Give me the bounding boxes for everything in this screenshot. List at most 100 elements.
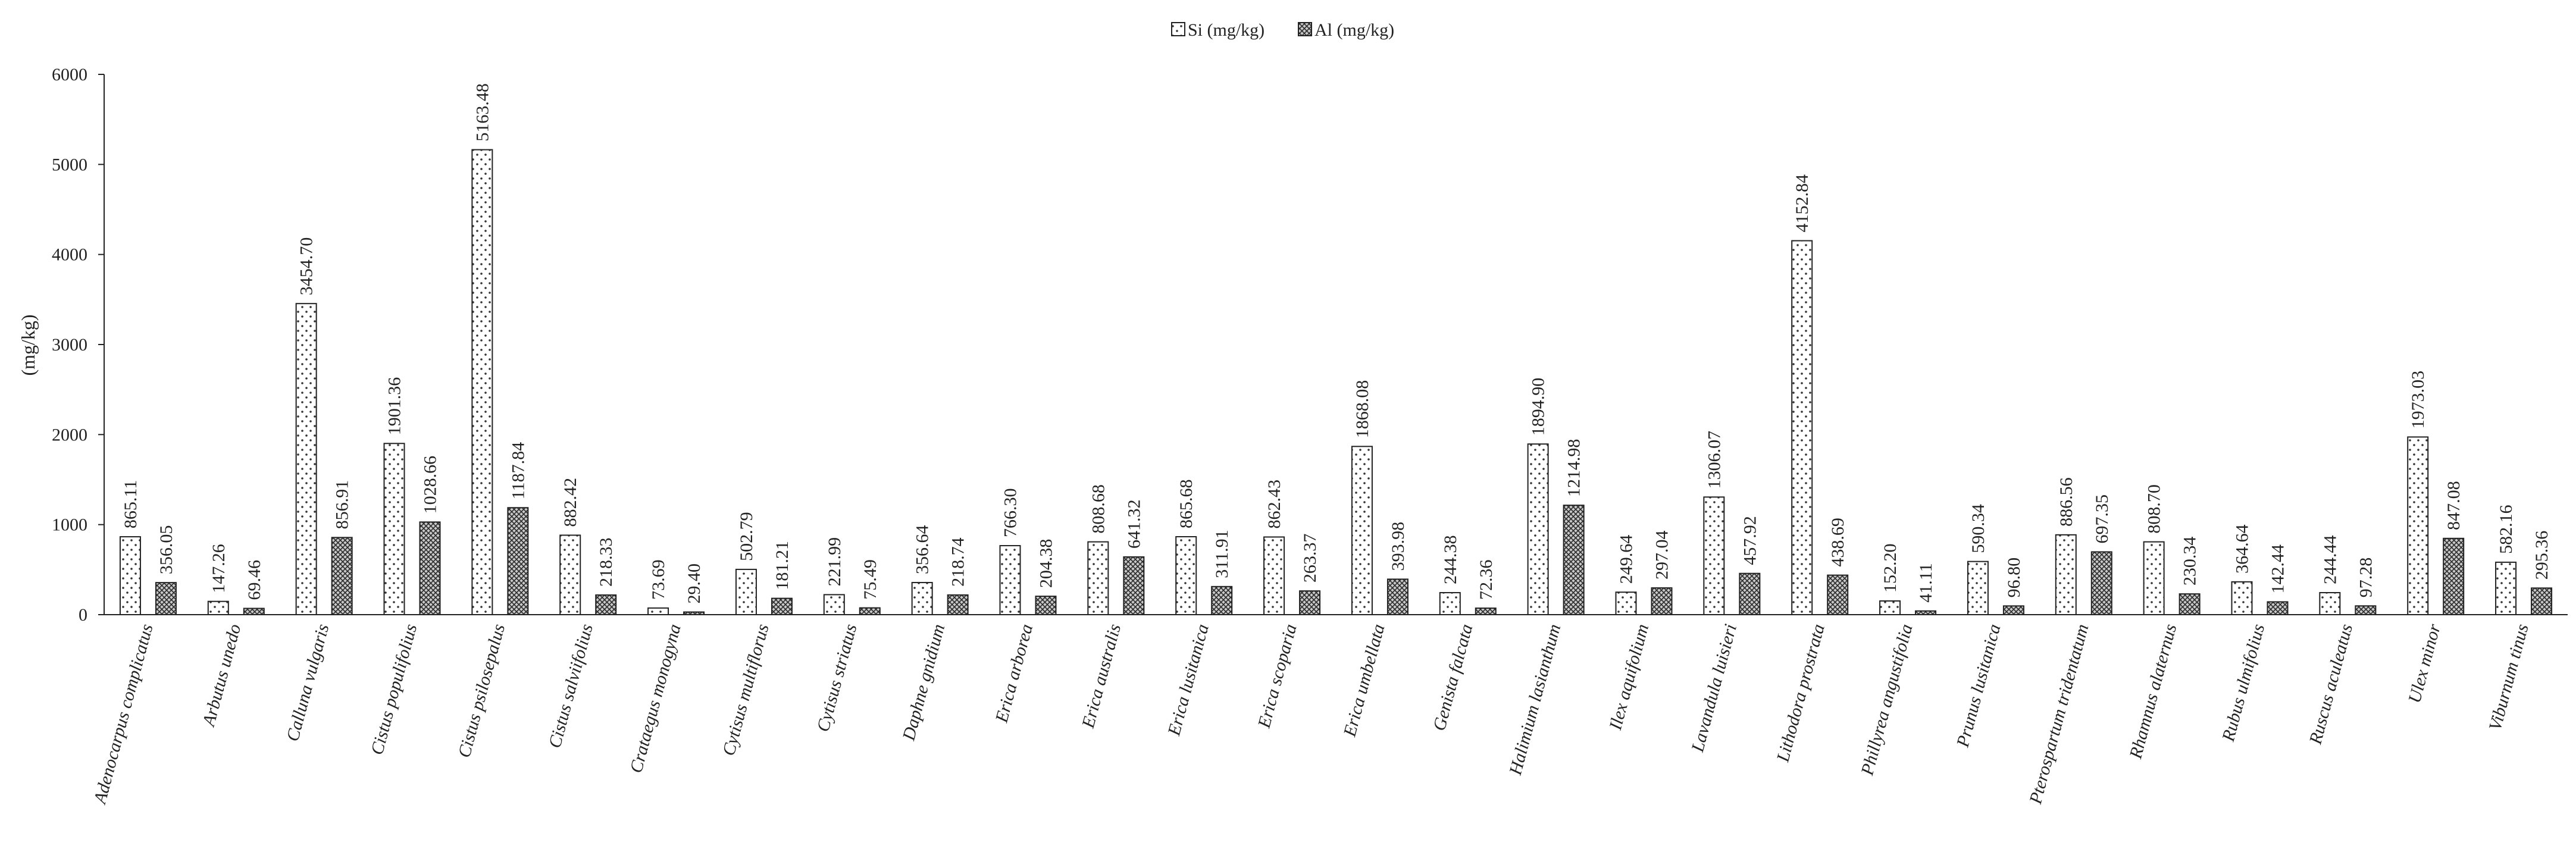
data-label-al: 263.37 [1300,534,1320,583]
x-tick-label: Erica umbellata [1339,622,1388,739]
data-label-si: 1868.08 [1353,380,1372,439]
data-label-al: 847.08 [2444,481,2464,530]
data-label-si: 3454.70 [297,237,317,296]
data-label-si: 152.20 [1880,543,1900,593]
bar-si [119,536,141,615]
bar-al [155,582,177,615]
bar-al [1123,556,1145,615]
x-tick-label: Adenocarpus complicatus [90,622,157,807]
bar-si [2231,581,2253,615]
data-label-al: 29.40 [684,563,704,604]
bar-al [1739,572,1761,615]
data-label-si: 1901.36 [385,377,405,436]
data-label-si: 221.99 [825,537,844,587]
data-label-al: 297.04 [1652,531,1672,580]
bar-al [1386,578,1408,615]
data-label-al: 438.69 [1828,518,1848,567]
y-tick-label: 4000 [52,245,87,265]
bar-si [1967,561,1989,615]
x-tick-label: Erica scoparia [1254,622,1301,731]
data-label-al: 311.91 [1212,530,1232,578]
data-label-al: 75.49 [860,559,880,600]
bar-si [735,568,757,616]
data-label-si: 1894.90 [1529,378,1548,436]
legend-swatch-si [1171,22,1185,36]
data-label-si: 73.69 [649,559,668,600]
bar-si [2319,592,2341,615]
x-tick-label: Phillyrea angustifolia [1857,622,1917,778]
y-axis-title: (mg/kg) [17,314,39,375]
data-label-si: 865.68 [1176,479,1196,528]
legend: Si (mg/kg) Al (mg/kg) [1171,20,1394,40]
y-tick-label: 5000 [52,155,87,174]
data-label-al: 295.36 [2532,531,2552,580]
data-label-al: 1028.66 [421,456,440,514]
bar-al [1563,505,1585,616]
y-tick-label: 1000 [52,515,87,535]
x-tick-label: Rhamnus alaternus [2126,622,2180,761]
x-tick-label: Lithodora prostrata [1773,622,1829,765]
data-label-si: 882.42 [561,478,580,527]
bar-al [771,597,793,616]
data-labels: 865.11 356.05 147.26 69.46 3454.70 856.91 1901… [121,83,2552,603]
data-label-si: 808.68 [1088,484,1108,534]
data-label-si: 147.26 [209,544,229,593]
data-label-si: 4152.84 [1792,174,1812,233]
bar-al [2355,605,2377,616]
bar-si [823,594,845,616]
y-axis: 0 1000 2000 3000 4000 5000 6000 [52,65,104,625]
data-label-al: 356.05 [156,525,176,575]
bar-si [383,443,405,615]
data-label-al: 97.28 [2356,558,2375,598]
bar-si [1527,443,1549,615]
x-tick-label: Pterospartum tridentatum [2026,622,2093,806]
x-tick-label: Arbutus unedo [199,622,245,729]
bar-al [2267,601,2289,616]
data-label-si: 582.16 [2496,505,2516,554]
x-tick-label: Cistus salviifolius [545,622,597,750]
x-tick-label: Halimium lasianthum [1505,622,1565,777]
bar-al [1211,586,1233,615]
data-label-al: 641.32 [1124,499,1144,549]
legend-item-al: Al (mg/kg) [1298,20,1394,40]
data-label-al: 69.46 [245,560,264,600]
bar-si [559,534,581,616]
legend-label-al: Al (mg/kg) [1314,20,1394,40]
x-tick-label: Ilex aquifolium [1605,622,1652,732]
bar-al [2002,605,2024,616]
data-label-si: 244.44 [2320,536,2340,585]
data-label-al: 204.38 [1037,539,1056,588]
data-label-si: 590.34 [1968,504,1988,553]
bar-si [1351,446,1373,615]
bar-al [859,607,881,616]
bar-si [1703,496,1725,616]
bar-si [2495,561,2517,615]
x-tick-label: Ulex minor [2405,622,2444,705]
x-tick-label: Erica arborea [991,622,1037,725]
x-axis: Adenocarpus complicatus Arbutus unedo Call… [90,622,2533,807]
data-label-al: 41.11 [1916,563,1936,602]
bar-si [1263,536,1285,615]
bar-al [1827,574,1849,615]
data-label-al: 457.92 [1740,516,1760,565]
x-tick-label: Prunus lusitanica [1953,622,2005,750]
x-tick-label: Viburnum tinus [2485,622,2532,732]
bar-si [1087,541,1109,615]
bar-al [1035,596,1057,616]
bar-si [1615,591,1637,615]
data-label-al: 230.34 [2180,537,2200,586]
x-tick-label: Calluna vulgaris [283,622,333,743]
data-label-al: 72.36 [1476,560,1496,600]
bar-al [243,608,265,616]
bar-al [595,594,617,616]
bar-si [1439,592,1461,615]
y-tick-label: 0 [79,605,87,625]
data-label-si: 249.64 [1617,535,1636,584]
data-label-si: 1973.03 [2408,371,2428,429]
bar-si [207,600,229,616]
data-label-si: 5163.48 [472,83,492,142]
x-tick-label: Lavandula luisieri [1688,622,1741,754]
bar-si [911,582,933,616]
x-tick-label: Genista falcata [1429,622,1477,732]
x-tick-label: Cytisus striatus [813,622,861,734]
